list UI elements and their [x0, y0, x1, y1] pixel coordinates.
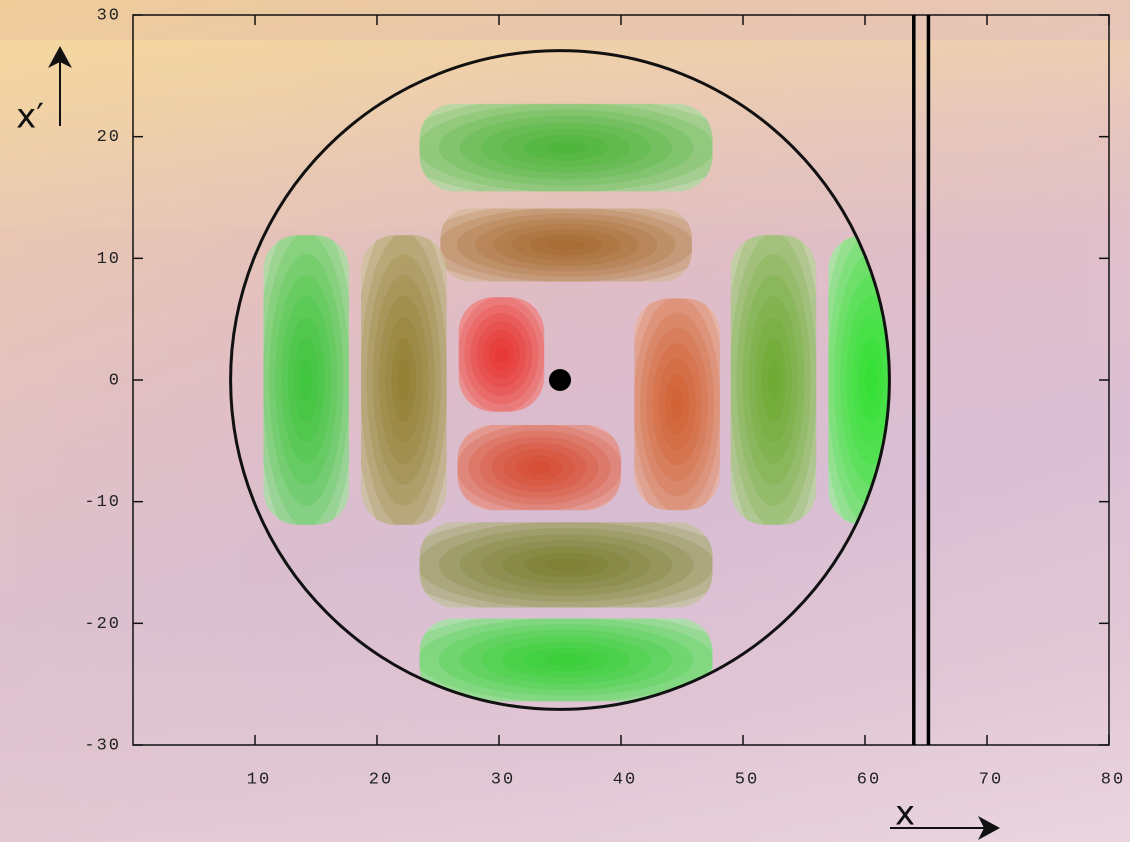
contour-blob	[730, 235, 817, 525]
x-tick-label: 20	[369, 770, 393, 789]
contour-blob	[458, 297, 545, 412]
y-axis-label: x′	[16, 97, 44, 137]
x-tick-label: 50	[735, 770, 759, 789]
x-tick-label: 60	[857, 770, 881, 789]
y-tick-label: 0	[109, 371, 121, 390]
y-tick-label: -30	[84, 736, 121, 755]
aperture-circle	[229, 49, 891, 711]
contour-blob	[419, 522, 713, 608]
x-tick-label: 40	[613, 770, 637, 789]
contour-blob	[440, 208, 692, 282]
x-axis-label: x	[895, 794, 915, 834]
x-tick-label: 80	[1101, 770, 1125, 789]
center-dot	[549, 369, 571, 391]
contour-blob	[419, 618, 713, 702]
blobs	[263, 103, 890, 702]
y-tick-label: 30	[97, 6, 121, 25]
x-tick-label: 70	[979, 770, 1003, 789]
contour-blob	[263, 235, 349, 525]
y-tick-label: 10	[97, 250, 121, 269]
y-tick-label: -20	[84, 615, 121, 634]
y-tick-label: 20	[97, 128, 121, 147]
contour-blob	[361, 235, 447, 525]
contour-blob	[457, 425, 621, 511]
x-tick-label: 10	[247, 770, 271, 789]
contour-blob	[634, 298, 720, 511]
y-tick-label: -10	[84, 493, 121, 512]
contour-blob	[419, 103, 713, 192]
x-tick-label: 30	[491, 770, 515, 789]
